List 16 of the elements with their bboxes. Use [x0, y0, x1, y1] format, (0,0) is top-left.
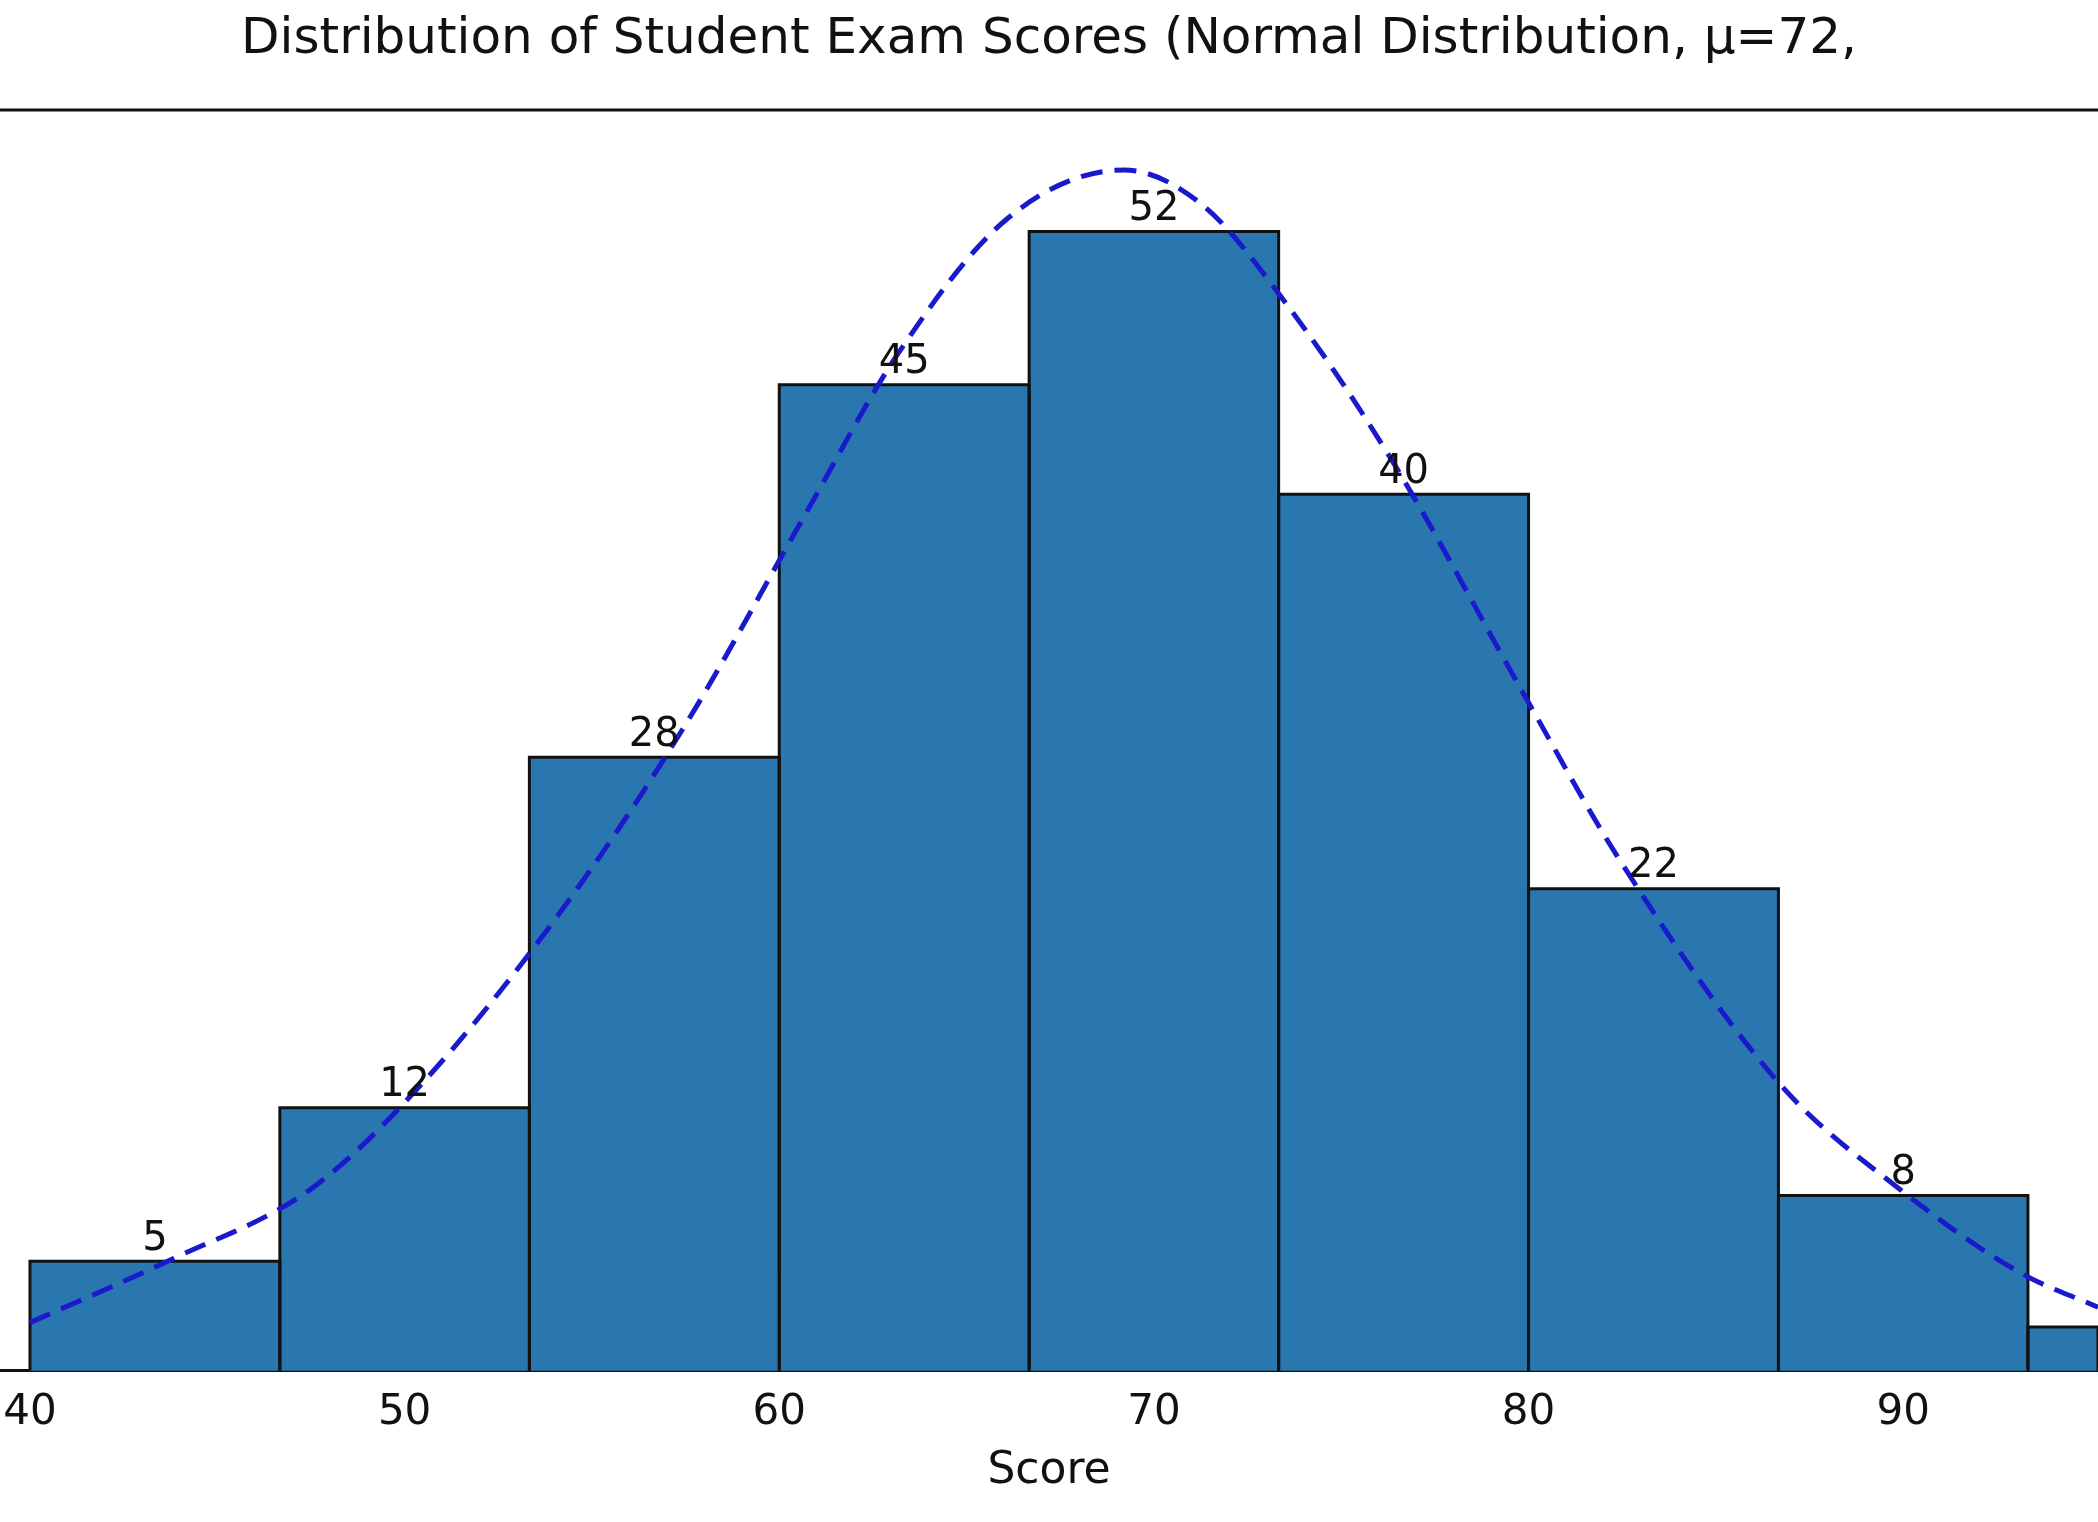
- x-tick-label: 70: [1127, 1384, 1181, 1434]
- data-label: 22: [1628, 840, 1679, 887]
- data-label: 5: [142, 1212, 168, 1259]
- x-axis-title: Score: [987, 1442, 1111, 1494]
- data-label: 8: [1890, 1146, 1916, 1193]
- x-tick-label: 40: [3, 1384, 57, 1434]
- data-label: 45: [878, 336, 930, 383]
- data-label: 40: [1378, 445, 1430, 492]
- x-tick-label: 80: [1501, 1384, 1556, 1434]
- x-tick-label: 60: [752, 1384, 806, 1434]
- data-label: 52: [1128, 182, 1180, 229]
- chart-title: Distribution of Student Exam Scores (Normal Distribution, μ=72,: [241, 6, 1857, 65]
- data-label: 12: [379, 1059, 431, 1106]
- x-tick-label: 90: [1876, 1384, 1930, 1434]
- x-tick-label: 50: [377, 1384, 432, 1434]
- data-label: 28: [628, 708, 680, 755]
